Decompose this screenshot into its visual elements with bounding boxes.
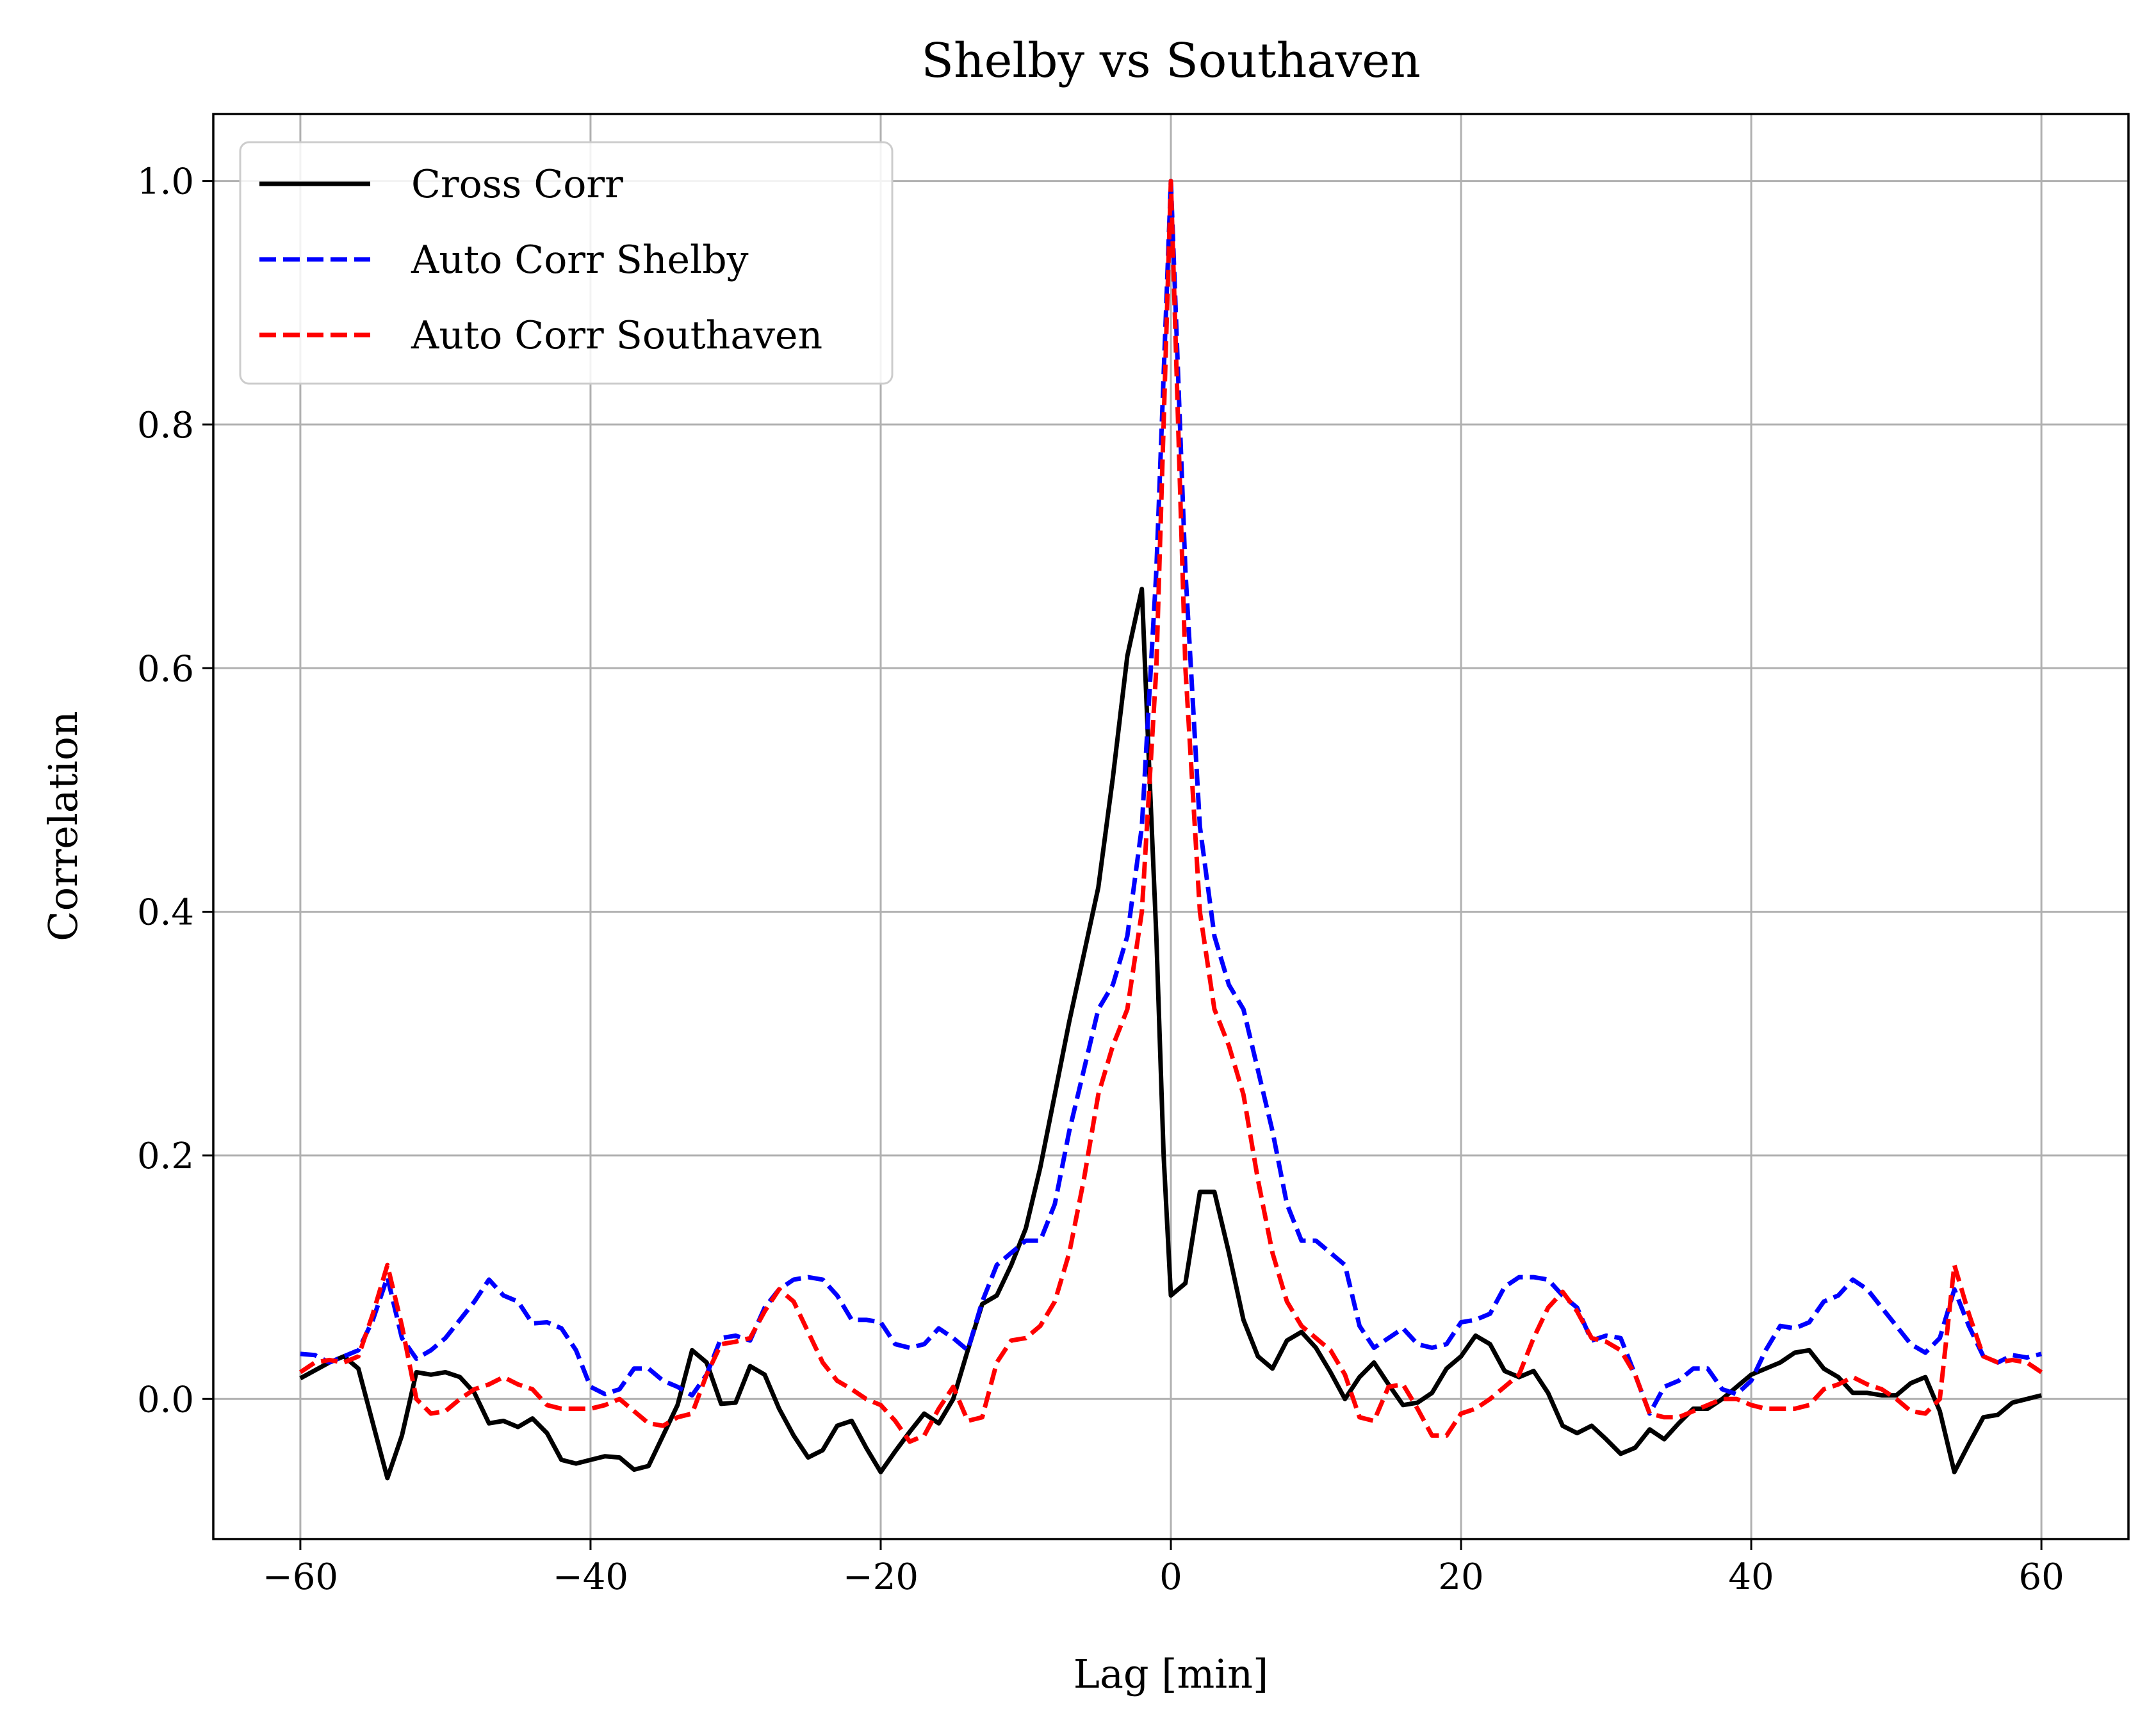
y-tick-label: 0.0 (137, 1379, 194, 1421)
y-tick-label: 0.4 (137, 892, 194, 934)
legend-label: Cross Corr (411, 162, 623, 207)
y-tick-label: 0.2 (137, 1136, 194, 1177)
x-tick-label: −40 (553, 1556, 628, 1598)
legend-label: Auto Corr Southaven (411, 313, 822, 358)
legend-label: Auto Corr Shelby (411, 238, 749, 282)
x-tick-label: 0 (1159, 1556, 1182, 1598)
x-tick-label: 60 (2018, 1556, 2064, 1598)
y-tick-label: 0.6 (137, 648, 194, 690)
y-axis-label: Correlation (40, 711, 86, 941)
x-tick-label: −20 (843, 1556, 919, 1598)
x-tick-label: 40 (1728, 1556, 1774, 1598)
chart-title: Shelby vs Southaven (921, 33, 1421, 88)
x-tick-label: −60 (263, 1556, 338, 1598)
x-tick-label: 20 (1438, 1556, 1483, 1598)
y-tick-label: 0.8 (137, 405, 194, 446)
y-tick-label: 1.0 (137, 161, 194, 203)
legend: Cross Corr Auto Corr Shelby Auto Corr Sout… (240, 142, 892, 384)
x-axis-label: Lag [min] (1074, 1651, 1268, 1697)
